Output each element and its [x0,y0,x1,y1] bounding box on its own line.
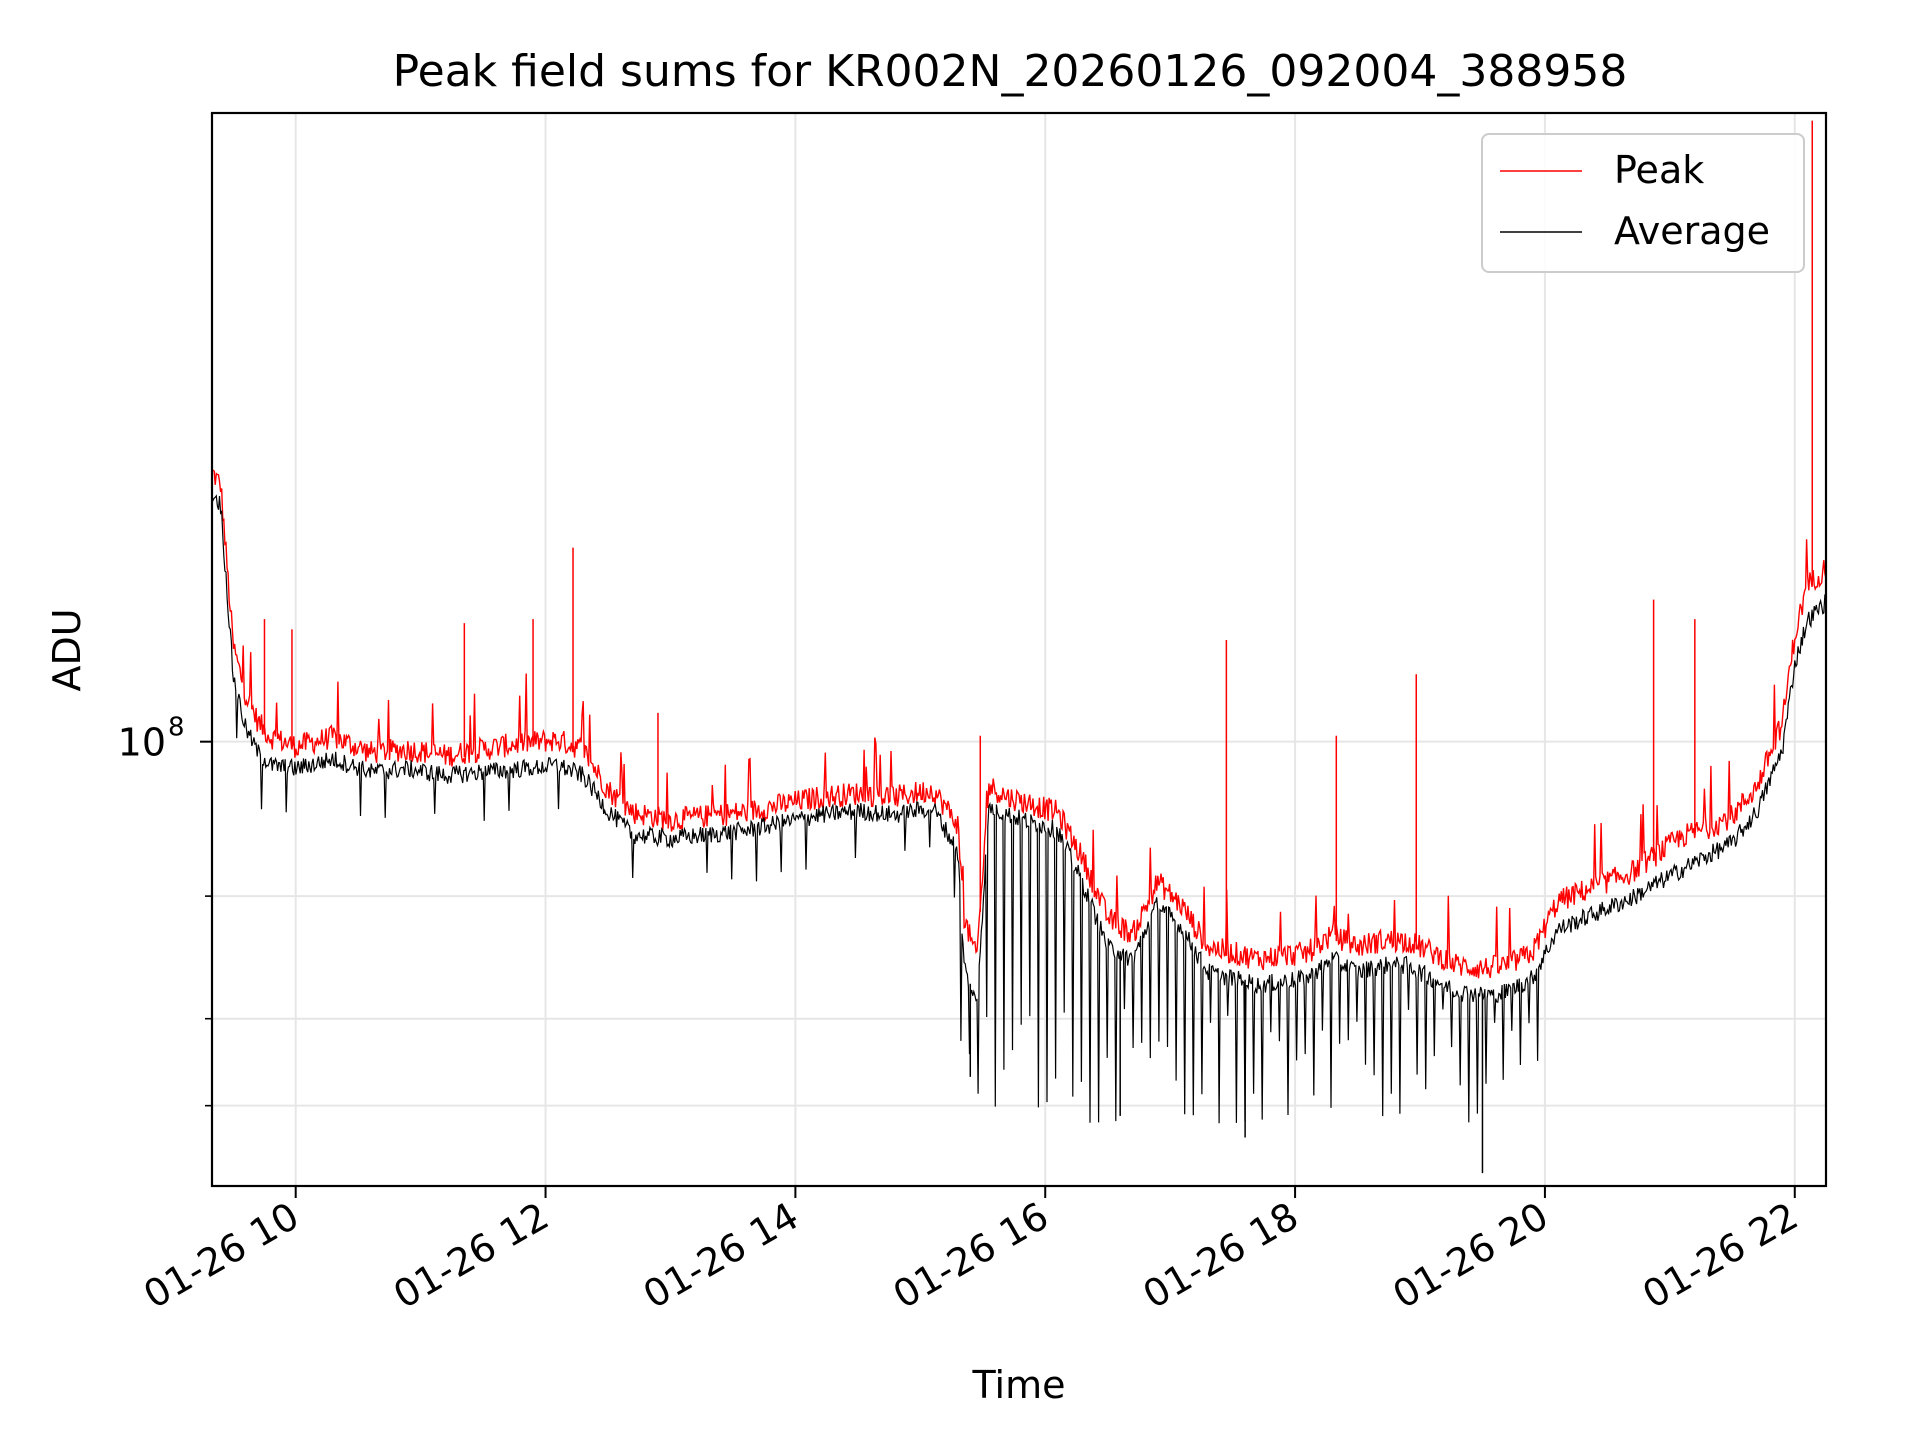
y-axis-label: ADU [45,608,89,691]
plot-area-frame [210,111,1828,1188]
average-series-line [212,494,1826,1124]
x-axis-label: Time [972,1363,1066,1407]
legend-average-label: Average [1614,209,1770,253]
series-layer [212,120,1826,1174]
legend-box [1481,133,1805,273]
legend: Peak Average [1481,133,1805,273]
y-tick-label: 10 [118,721,166,765]
y-tick-exponent: 8 [168,713,185,743]
legend-peak-label: Peak [1614,148,1704,192]
peak-series-line [212,468,1826,979]
grid-lines [212,113,1826,1186]
chart-title: Peak field sums for KR002N_20260126_0920… [393,46,1628,97]
y-axis: 10 8 [118,713,212,1107]
